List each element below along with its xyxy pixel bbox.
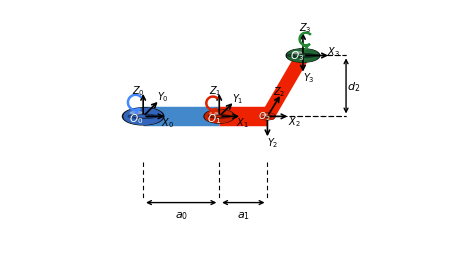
Ellipse shape [124,114,162,124]
Ellipse shape [260,114,274,120]
Text: $X_2$: $X_2$ [288,115,301,128]
Text: $O_0$: $O_0$ [129,111,143,125]
Ellipse shape [263,115,267,116]
Text: $a_1$: $a_1$ [237,210,250,221]
Text: $Y_0$: $Y_0$ [157,90,169,104]
Text: $a_0$: $a_0$ [174,210,188,221]
Ellipse shape [292,52,302,55]
Ellipse shape [288,50,318,62]
Ellipse shape [122,108,164,125]
Text: $X_3$: $X_3$ [328,45,340,59]
Ellipse shape [205,111,233,123]
Ellipse shape [288,50,318,62]
Text: $Y_1$: $Y_1$ [232,92,243,106]
Ellipse shape [210,113,219,115]
Ellipse shape [205,114,233,123]
Ellipse shape [286,50,319,63]
Ellipse shape [124,109,162,125]
Ellipse shape [205,111,233,123]
Text: $X_1$: $X_1$ [236,116,248,129]
Ellipse shape [260,114,274,120]
Ellipse shape [260,116,274,120]
Ellipse shape [124,109,162,125]
Text: $O_1$: $O_1$ [207,111,221,125]
Text: $Z_2$: $Z_2$ [273,85,285,99]
Text: $Z_0$: $Z_0$ [132,84,145,97]
Ellipse shape [204,110,235,123]
Ellipse shape [260,114,275,120]
Text: $O_3$: $O_3$ [290,49,304,63]
Text: $d_2$: $d_2$ [347,80,360,93]
Text: $Y_3$: $Y_3$ [303,71,314,85]
Ellipse shape [288,54,318,62]
Text: $Z_1$: $Z_1$ [209,84,221,97]
Text: $X_0$: $X_0$ [161,116,174,129]
Ellipse shape [130,112,142,115]
Text: $Y_2$: $Y_2$ [267,135,278,149]
Text: $Z_3$: $Z_3$ [299,21,312,35]
Text: $O_2$: $O_2$ [258,110,270,123]
